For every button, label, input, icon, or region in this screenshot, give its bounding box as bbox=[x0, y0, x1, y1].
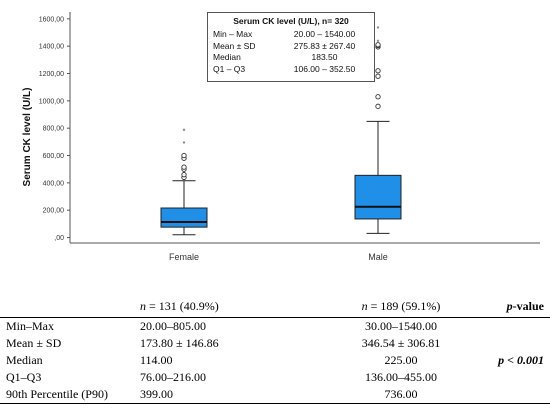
y-tick-label: 800,00 bbox=[43, 126, 65, 133]
extreme-point: * bbox=[377, 26, 380, 33]
n-symbol: n bbox=[361, 299, 368, 313]
y-tick-label: 1000,00 bbox=[39, 98, 64, 105]
extreme-point: * bbox=[183, 141, 186, 148]
summary-value: 275.83 ± 267.40 bbox=[293, 40, 356, 51]
male-value: 225.00 bbox=[384, 353, 418, 367]
male-value: 346.54 ± 306.81 bbox=[361, 336, 441, 350]
row-label: Min–Max bbox=[6, 319, 54, 333]
outlier-point bbox=[375, 94, 381, 100]
outlier-point bbox=[375, 73, 381, 79]
iqr-box bbox=[160, 207, 208, 228]
summary-row: Mean ± SD 275.83 ± 267.40 bbox=[208, 41, 374, 53]
table-row: Mean ± SD 173.80 ± 146.86 346.54 ± 306.8… bbox=[0, 335, 550, 352]
p-value bbox=[481, 335, 550, 352]
y-tick-label: 1200,00 bbox=[39, 71, 64, 78]
y-tick-label: 1600,00 bbox=[39, 16, 64, 23]
summary-label: Q1 – Q3 bbox=[213, 63, 246, 74]
extreme-point: * bbox=[183, 129, 186, 136]
header-male-count: = 189 (59.1%) bbox=[367, 299, 441, 313]
male-value: 136.00–455.00 bbox=[365, 370, 437, 384]
row-label: Q1–Q3 bbox=[6, 370, 42, 384]
header-female-count: = 131 (40.9%) bbox=[146, 299, 219, 313]
summary-value: 183.50 bbox=[311, 52, 338, 62]
table-row: 90th Percentile (P90) 399.00 736.00 bbox=[0, 386, 550, 404]
boxplot-chart: ,00 200,00 400,00 600,00 800,00 1000,00 1200,0… bbox=[22, 12, 540, 262]
outlier-point bbox=[375, 68, 381, 74]
outlier-point bbox=[181, 164, 187, 170]
outlier-point bbox=[375, 42, 381, 48]
female-value: 114.00 bbox=[140, 353, 173, 367]
p-value bbox=[481, 318, 550, 336]
x-category-label: Female bbox=[169, 252, 199, 262]
header-male-n: n = 189 (59.1%) bbox=[315, 296, 481, 318]
y-tick-label: 400,00 bbox=[43, 180, 65, 187]
y-axis-label: Serum CK level (U/L) bbox=[22, 88, 33, 187]
summary-value: 106.00 – 352.50 bbox=[293, 63, 356, 74]
boxes-group: * * Female * * Male bbox=[160, 26, 402, 262]
p-value: p < 0.001 bbox=[498, 353, 544, 367]
female-value: 76.00–216.00 bbox=[140, 370, 206, 384]
summary-value: 20.00 – 1540.00 bbox=[293, 29, 356, 39]
extreme-point: * bbox=[377, 40, 380, 47]
female-value: 173.80 ± 146.86 bbox=[140, 336, 219, 350]
p-value bbox=[481, 386, 550, 404]
summary-label: Min – Max bbox=[213, 29, 253, 39]
y-tick-label: ,00 bbox=[54, 235, 64, 242]
y-tick-label: 1400,00 bbox=[39, 44, 64, 51]
table-row: Q1–Q3 76.00–216.00 136.00–455.00 bbox=[0, 369, 550, 386]
x-category-label: Male bbox=[368, 252, 388, 262]
male-value: 30.00–1540.00 bbox=[365, 319, 437, 333]
table-row: Min–Max 20.00–805.00 30.00–1540.00 bbox=[0, 318, 550, 336]
n-symbol: n bbox=[140, 299, 146, 313]
summary-row: Median 183.50 bbox=[208, 52, 374, 64]
female-value: 399.00 bbox=[134, 386, 315, 404]
outlier-point bbox=[181, 172, 187, 178]
row-label: 90th Percentile (P90) bbox=[0, 386, 134, 404]
p-value bbox=[481, 369, 550, 386]
y-ticks: ,00 200,00 400,00 600,00 800,00 1000,00 1200,0… bbox=[39, 16, 70, 242]
summary-title: Serum CK level (U/L), n= 320 bbox=[233, 16, 349, 26]
outlier-point bbox=[375, 103, 381, 109]
p-symbol: p bbox=[506, 299, 513, 313]
summary-row: Q1 – Q3 106.00 – 352.50 bbox=[208, 64, 374, 76]
summary-box: Serum CK level (U/L), n= 320 Min – Max 2… bbox=[207, 12, 375, 82]
y-tick-label: 600,00 bbox=[43, 153, 65, 160]
stats-table: n = 131 (40.9%) n = 189 (59.1%) p-value … bbox=[0, 296, 550, 404]
header-female-n: n = 131 (40.9%) bbox=[134, 296, 315, 318]
row-label: Median bbox=[6, 353, 43, 367]
iqr-box bbox=[354, 174, 402, 220]
summary-row: Min – Max 20.00 – 1540.00 bbox=[208, 29, 374, 41]
header-p-rest: -value bbox=[512, 299, 544, 313]
female-value: 20.00–805.00 bbox=[140, 319, 206, 333]
y-tick-label: 200,00 bbox=[43, 208, 65, 215]
table-row: Median 114.00 225.00 p < 0.001 bbox=[0, 352, 550, 369]
male-value: 736.00 bbox=[315, 386, 481, 404]
summary-label: Mean ± SD bbox=[213, 40, 256, 51]
row-label: Mean ± SD bbox=[6, 336, 62, 350]
header-p-value: p-value bbox=[481, 296, 550, 318]
outlier-point bbox=[181, 152, 187, 159]
summary-label: Median bbox=[213, 52, 241, 62]
table-header-row: n = 131 (40.9%) n = 189 (59.1%) p-value bbox=[0, 296, 550, 318]
header-empty bbox=[0, 296, 134, 318]
